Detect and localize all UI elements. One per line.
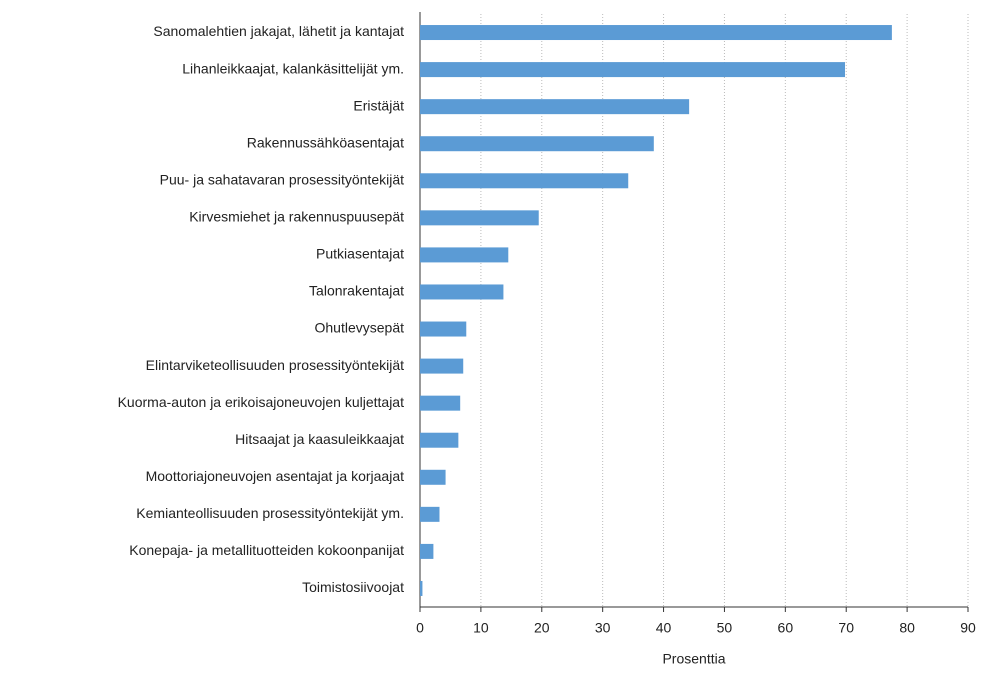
x-tick-label: 20: [534, 620, 550, 636]
x-tick-label: 40: [656, 620, 672, 636]
y-tick-label: Elintarviketeollisuuden prosessityönteki…: [146, 357, 404, 373]
x-tick-label: 30: [595, 620, 611, 636]
bar: [420, 247, 509, 263]
bar: [420, 395, 461, 411]
y-tick-label: Konepaja- ja metallituotteiden kokoonpan…: [129, 542, 404, 558]
y-tick-label: Toimistosiivoojat: [302, 579, 404, 595]
bar: [420, 136, 654, 152]
bar: [420, 506, 440, 522]
y-tick-label: Hitsaajat ja kaasuleikkaajat: [235, 431, 404, 447]
y-tick-label: Kuorma-auton ja erikoisajoneuvojen kulje…: [118, 394, 405, 410]
bar: [420, 358, 464, 374]
bar: [420, 469, 446, 485]
x-tick-label: 50: [717, 620, 733, 636]
x-tick-label: 10: [473, 620, 489, 636]
bar: [420, 580, 423, 596]
y-tick-label: Kirvesmiehet ja rakennuspuusepät: [189, 209, 404, 225]
x-tick-label: 90: [960, 620, 976, 636]
y-tick-label: Putkiasentajat: [316, 246, 404, 262]
y-tick-label: Eristäjät: [353, 97, 404, 113]
bar: [420, 25, 892, 41]
x-tick-label: 70: [838, 620, 854, 636]
y-tick-label: Puu- ja sahatavaran prosessityöntekijät: [160, 171, 404, 187]
bar: [420, 62, 846, 78]
bar: [420, 543, 434, 559]
y-tick-label: Lihanleikkaajat, kalankäsittelijät ym.: [182, 60, 404, 76]
bar: [420, 173, 629, 189]
y-tick-label: Ohutlevysepät: [315, 320, 405, 336]
x-tick-label: 60: [778, 620, 794, 636]
x-tick-label: 80: [899, 620, 915, 636]
bar: [420, 284, 504, 300]
bar: [420, 432, 459, 448]
y-tick-label: Kemianteollisuuden prosessityöntekijät y…: [136, 505, 404, 521]
x-axis-label: Prosenttia: [662, 651, 725, 667]
y-tick-label: Moottoriajoneuvojen asentajat ja korjaaj…: [146, 468, 404, 484]
bar: [420, 210, 539, 226]
bar: [420, 321, 467, 337]
bar: [420, 99, 690, 115]
x-tick-label: 0: [416, 620, 424, 636]
y-tick-label: Sanomalehtien jakajat, lähetit ja kantaj…: [153, 23, 404, 39]
y-tick-label: Rakennussähköasentajat: [247, 134, 404, 150]
y-tick-label: Talonrakentajat: [309, 283, 404, 299]
